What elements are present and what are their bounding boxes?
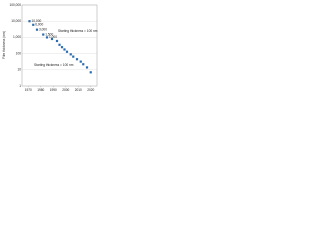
data-point (63, 48, 66, 51)
data-point (75, 58, 79, 61)
x-tick-label: 1970 (25, 88, 32, 92)
y-tick-label: 1 (19, 84, 21, 88)
data-point (79, 60, 82, 63)
data-point (28, 20, 31, 23)
annotation: Starting thickness = 100 nm (34, 63, 74, 67)
y-tick-label: 100 (16, 51, 22, 55)
data-point (65, 50, 69, 53)
data-label: 10,000 (32, 19, 42, 23)
data-label: 6,000 (35, 23, 43, 27)
data-point (50, 37, 54, 41)
data-point (45, 36, 49, 39)
x-tick-label: 2010 (75, 88, 82, 92)
x-tick-label: 2020 (87, 88, 94, 92)
data-point (82, 63, 85, 66)
data-point (85, 66, 89, 69)
y-tick-label: 10,000 (11, 19, 21, 23)
y-tick-label: 100,000 (9, 3, 21, 7)
y-tick-label: 1,000 (13, 35, 21, 39)
x-tick-label: 2000 (62, 88, 69, 92)
data-point (72, 55, 75, 58)
chart: Film thickness (nm) 1 10 100 1,000 10,000 100… (2, 3, 98, 92)
data-point (42, 33, 45, 36)
x-tick-label: 1990 (50, 88, 57, 92)
data-point (69, 53, 72, 56)
data-point (35, 28, 39, 31)
data-point (55, 39, 59, 43)
data-point (32, 23, 35, 26)
data-point (60, 46, 64, 49)
x-tick-label: 1980 (37, 88, 44, 92)
data-point (89, 71, 92, 74)
data-label: 1,000 (49, 35, 57, 39)
data-label: 3,000 (39, 28, 47, 32)
y-axis-label: Film thickness (nm) (2, 31, 6, 59)
y-tick-label: 10 (17, 68, 21, 72)
annotation: Starting thickness = 100 nm (58, 29, 98, 33)
data-point (58, 43, 61, 46)
data-label: 1,500 (45, 32, 53, 36)
